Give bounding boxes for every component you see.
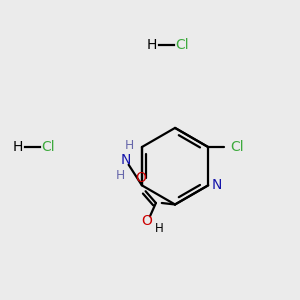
Text: H: H — [146, 38, 157, 52]
Text: Cl: Cl — [175, 38, 189, 52]
Text: N: N — [121, 153, 131, 167]
Text: H: H — [154, 221, 163, 235]
Text: O: O — [142, 214, 152, 228]
Text: H: H — [124, 139, 134, 152]
Text: N: N — [212, 178, 222, 192]
Text: O: O — [135, 171, 146, 185]
Text: Cl: Cl — [230, 140, 244, 154]
Text: H: H — [12, 140, 23, 154]
Text: H: H — [116, 169, 125, 182]
Text: Cl: Cl — [41, 140, 55, 154]
